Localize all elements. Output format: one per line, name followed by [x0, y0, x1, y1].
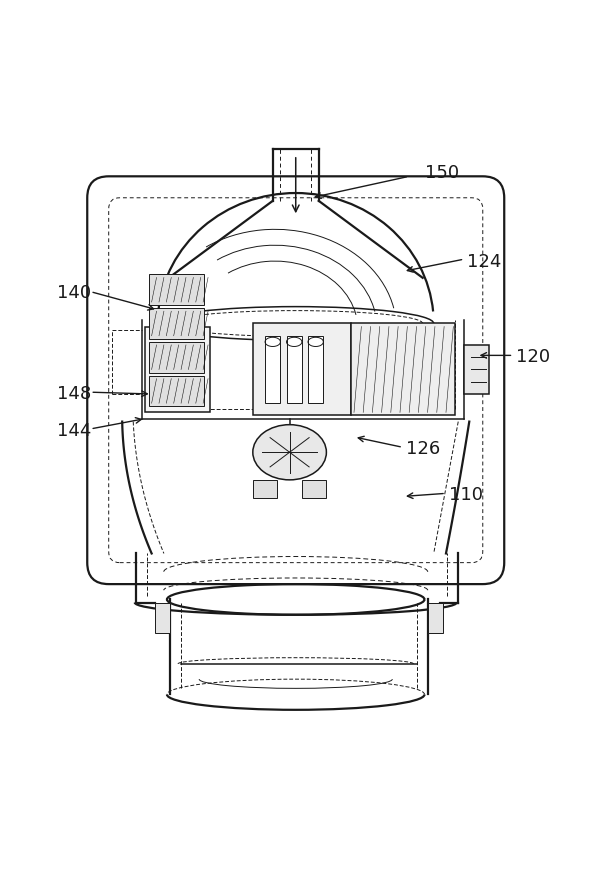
Bar [428, 603, 443, 634]
Text: 144: 144 [57, 422, 91, 440]
Text: 150: 150 [424, 165, 459, 182]
Bar [145, 326, 210, 413]
Text: 140: 140 [57, 284, 91, 302]
Bar [265, 336, 280, 403]
Text: 120: 120 [516, 348, 551, 366]
Bar [302, 480, 326, 498]
Bar [148, 342, 204, 372]
Bar [253, 324, 351, 415]
Bar [351, 324, 455, 415]
Bar [253, 480, 277, 498]
Text: 110: 110 [449, 486, 483, 504]
Bar [148, 376, 204, 407]
Bar [286, 336, 302, 403]
Bar [464, 345, 489, 394]
Bar [148, 275, 204, 305]
Bar [155, 603, 170, 634]
Bar [308, 336, 323, 403]
Bar [148, 308, 204, 339]
Text: 148: 148 [57, 385, 91, 403]
Ellipse shape [253, 425, 326, 480]
Text: 124: 124 [468, 253, 502, 271]
FancyBboxPatch shape [87, 176, 505, 584]
Text: 126: 126 [406, 440, 440, 458]
